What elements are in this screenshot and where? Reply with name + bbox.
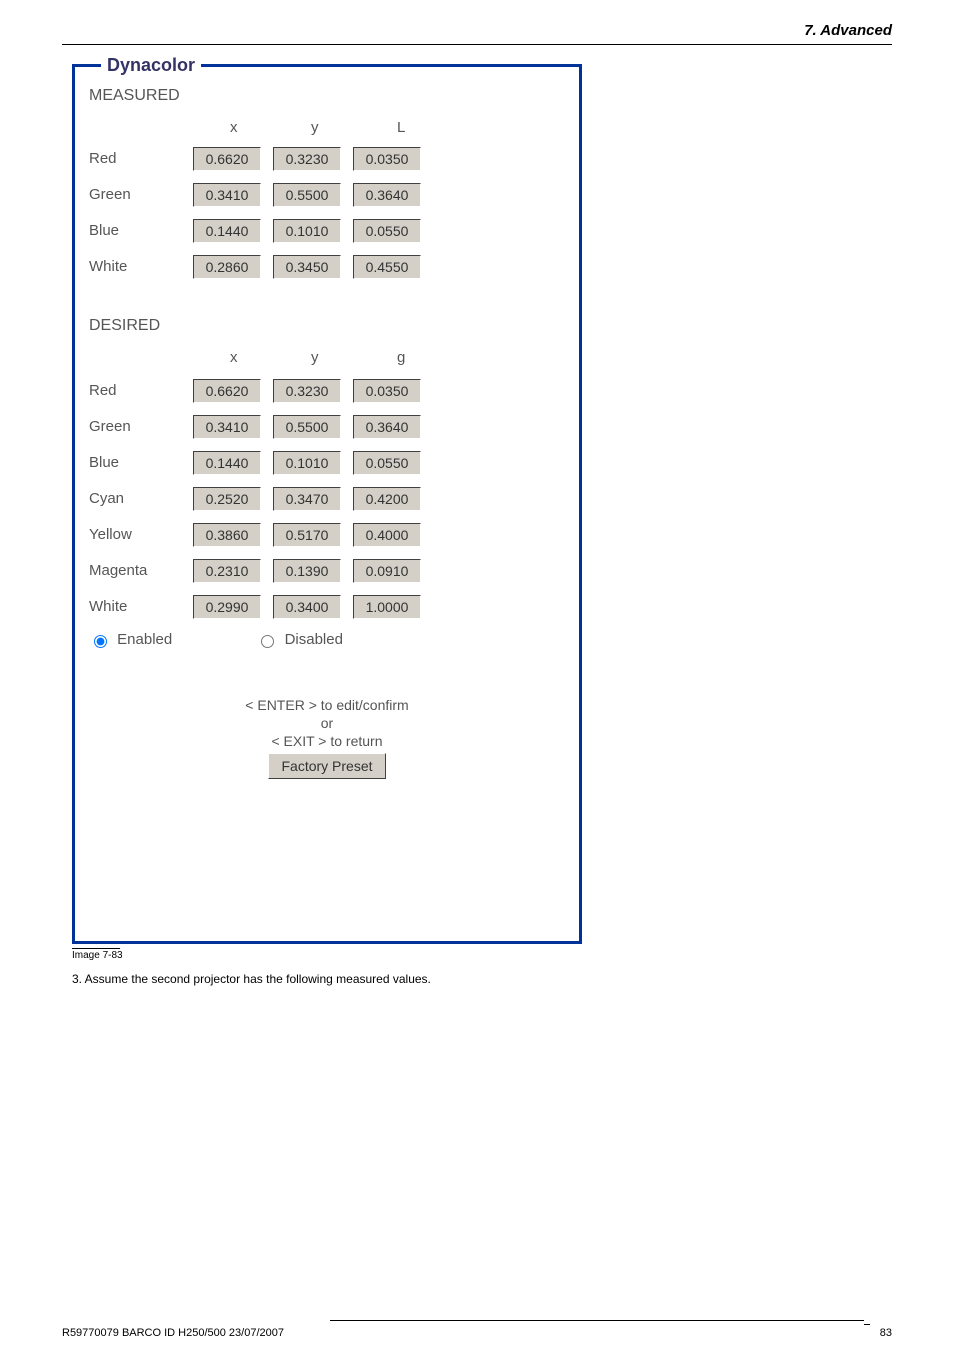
row-label: Magenta xyxy=(89,562,147,579)
footer-left: R59770079 BARCO ID H250/500 23/07/2007 xyxy=(62,1327,284,1339)
measured-header-x: x xyxy=(230,119,238,136)
hint-line-3: < EXIT > to return xyxy=(75,733,579,749)
measured-row-green: Green 0.3410 0.5500 0.3640 xyxy=(75,183,579,209)
desired-row-green: Green 0.3410 0.5500 0.3640 xyxy=(75,415,579,441)
measured-white-l[interactable]: 0.4550 xyxy=(353,255,421,279)
row-label: Blue xyxy=(89,454,119,471)
measured-green-y[interactable]: 0.5500 xyxy=(273,183,341,207)
row-label: Green xyxy=(89,186,131,203)
desired-label: DESIRED xyxy=(89,317,160,335)
row-label: White xyxy=(89,258,127,275)
row-label: Yellow xyxy=(89,526,132,543)
desired-header-y: y xyxy=(311,349,319,366)
measured-header-y: y xyxy=(311,119,319,136)
desired-yellow-y[interactable]: 0.5170 xyxy=(273,523,341,547)
desired-blue-y[interactable]: 0.1010 xyxy=(273,451,341,475)
row-label: Red xyxy=(89,382,117,399)
desired-row-blue: Blue 0.1440 0.1010 0.0550 xyxy=(75,451,579,477)
desired-row-yellow: Yellow 0.3860 0.5170 0.4000 xyxy=(75,523,579,549)
measured-row-blue: Blue 0.1440 0.1010 0.0550 xyxy=(75,219,579,245)
desired-blue-x[interactable]: 0.1440 xyxy=(193,451,261,475)
measured-white-y[interactable]: 0.3450 xyxy=(273,255,341,279)
measured-blue-x[interactable]: 0.1440 xyxy=(193,219,261,243)
measured-header-l: L xyxy=(397,119,405,136)
radio-enabled-label: Enabled xyxy=(117,631,172,648)
hint-line-2: or xyxy=(75,715,579,731)
measured-red-x[interactable]: 0.6620 xyxy=(193,147,261,171)
header-rule xyxy=(62,44,892,45)
caption-rule xyxy=(72,948,120,949)
desired-cyan-x[interactable]: 0.2520 xyxy=(193,487,261,511)
body-paragraph: 3. Assume the second projector has the f… xyxy=(72,972,431,986)
radio-disabled-label: Disabled xyxy=(285,631,343,648)
measured-row-white: White 0.2860 0.3450 0.4550 xyxy=(75,255,579,281)
measured-red-l[interactable]: 0.0350 xyxy=(353,147,421,171)
dialog-title: Dynacolor xyxy=(101,55,201,76)
radio-disabled[interactable] xyxy=(261,635,274,648)
row-label: White xyxy=(89,598,127,615)
desired-header-g: g xyxy=(397,349,405,366)
row-label: Red xyxy=(89,150,117,167)
desired-magenta-g[interactable]: 0.0910 xyxy=(353,559,421,583)
measured-blue-y[interactable]: 0.1010 xyxy=(273,219,341,243)
measured-blue-l[interactable]: 0.0550 xyxy=(353,219,421,243)
footer-tick xyxy=(864,1324,870,1325)
measured-green-l[interactable]: 0.3640 xyxy=(353,183,421,207)
desired-row-cyan: Cyan 0.2520 0.3470 0.4200 xyxy=(75,487,579,513)
radio-enabled[interactable] xyxy=(94,635,107,648)
hint-line-1: < ENTER > to edit/confirm xyxy=(75,697,579,713)
desired-magenta-x[interactable]: 0.2310 xyxy=(193,559,261,583)
measured-green-x[interactable]: 0.3410 xyxy=(193,183,261,207)
desired-cyan-g[interactable]: 0.4200 xyxy=(353,487,421,511)
desired-header-x: x xyxy=(230,349,238,366)
image-caption: Image 7-83 xyxy=(72,950,123,961)
desired-row-red: Red 0.6620 0.3230 0.0350 xyxy=(75,379,579,405)
enable-radio-group: Enabled Disabled xyxy=(89,631,423,648)
desired-green-y[interactable]: 0.5500 xyxy=(273,415,341,439)
desired-white-g[interactable]: 1.0000 xyxy=(353,595,421,619)
desired-red-g[interactable]: 0.0350 xyxy=(353,379,421,403)
footer-page-number: 83 xyxy=(880,1327,892,1339)
measured-label: MEASURED xyxy=(89,87,180,105)
factory-preset-button[interactable]: Factory Preset xyxy=(268,753,385,779)
desired-white-x[interactable]: 0.2990 xyxy=(193,595,261,619)
desired-red-x[interactable]: 0.6620 xyxy=(193,379,261,403)
measured-white-x[interactable]: 0.2860 xyxy=(193,255,261,279)
desired-yellow-x[interactable]: 0.3860 xyxy=(193,523,261,547)
desired-cyan-y[interactable]: 0.3470 xyxy=(273,487,341,511)
row-label: Cyan xyxy=(89,490,124,507)
desired-green-g[interactable]: 0.3640 xyxy=(353,415,421,439)
measured-red-y[interactable]: 0.3230 xyxy=(273,147,341,171)
footer-rule xyxy=(330,1320,864,1321)
desired-red-y[interactable]: 0.3230 xyxy=(273,379,341,403)
desired-white-y[interactable]: 0.3400 xyxy=(273,595,341,619)
measured-row-red: Red 0.6620 0.3230 0.0350 xyxy=(75,147,579,173)
desired-magenta-y[interactable]: 0.1390 xyxy=(273,559,341,583)
desired-row-magenta: Magenta 0.2310 0.1390 0.0910 xyxy=(75,559,579,585)
row-label: Blue xyxy=(89,222,119,239)
row-label: Green xyxy=(89,418,131,435)
hint-text: < ENTER > to edit/confirm or < EXIT > to… xyxy=(75,695,579,781)
dynacolor-dialog: Dynacolor MEASURED x y L Red 0.6620 0.32… xyxy=(72,64,582,944)
desired-yellow-g[interactable]: 0.4000 xyxy=(353,523,421,547)
desired-green-x[interactable]: 0.3410 xyxy=(193,415,261,439)
desired-row-white: White 0.2990 0.3400 1.0000 xyxy=(75,595,579,621)
section-heading: 7. Advanced xyxy=(804,22,892,39)
desired-blue-g[interactable]: 0.0550 xyxy=(353,451,421,475)
